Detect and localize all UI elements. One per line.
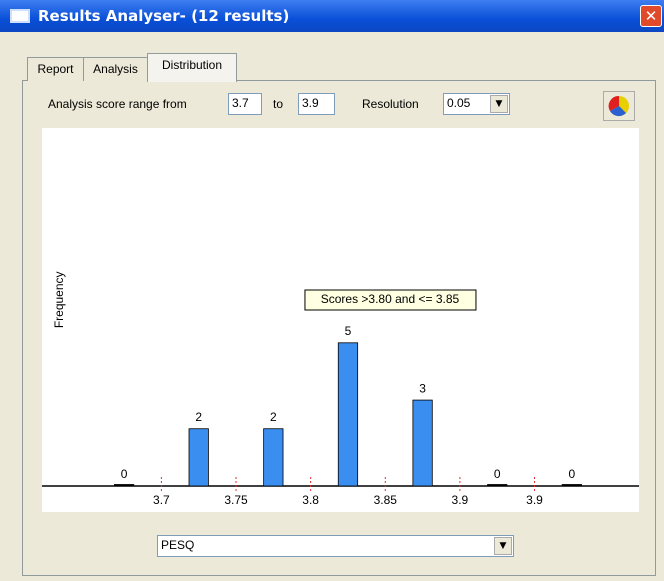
dropdown-arrow[interactable]: ▼ xyxy=(494,537,512,555)
bar xyxy=(562,485,581,487)
tooltip: Scores >3.80 and <= 3.85 xyxy=(321,292,460,306)
data-label: 3 xyxy=(419,381,426,395)
tab[interactable]: Analysis xyxy=(83,57,148,81)
chart-type-button[interactable] xyxy=(603,91,635,121)
x-tick-label: 3.9 xyxy=(526,493,543,507)
x-tick-label: 3.75 xyxy=(224,493,248,507)
range-from-input[interactable]: 3.7 xyxy=(228,93,262,115)
data-label: 2 xyxy=(195,410,202,424)
range-label: Analysis score range from xyxy=(48,93,187,115)
chart: Frequency 3.7 3.75 3.8 3.85 3.9 3.9 0 2 2 5 3 0 0 Scor… xyxy=(42,128,639,512)
data-label: 0 xyxy=(494,467,501,481)
window-icon xyxy=(10,9,30,23)
x-tick-label: 3.7 xyxy=(153,493,170,507)
dropdown-arrow[interactable]: ▼ xyxy=(490,95,508,113)
resolution-label: Resolution xyxy=(362,93,419,115)
bar xyxy=(338,343,357,486)
window: Results Analyser- (12 results) ✕ Report … xyxy=(0,0,664,581)
x-tick-label: 3.8 xyxy=(302,493,319,507)
metric-value: PESQ xyxy=(161,538,194,552)
data-label: 0 xyxy=(568,467,575,481)
bar xyxy=(488,485,507,487)
data-label: 0 xyxy=(121,467,128,481)
x-tick-label: 3.85 xyxy=(374,493,398,507)
data-label: 2 xyxy=(270,410,277,424)
x-tick-label: 3.9 xyxy=(452,493,469,507)
chart-icon xyxy=(604,92,634,120)
bar xyxy=(413,400,432,486)
data-label: 5 xyxy=(345,324,352,338)
range-to-input[interactable]: 3.9 xyxy=(298,93,335,115)
metric-select[interactable]: PESQ xyxy=(157,535,514,557)
to-label: to xyxy=(273,93,283,115)
resolution-value: 0.05 xyxy=(447,96,470,110)
tab-active[interactable]: Distribution xyxy=(147,53,237,82)
bar xyxy=(114,485,133,487)
bar xyxy=(189,429,208,486)
close-button[interactable]: ✕ xyxy=(640,5,662,27)
tab[interactable]: Report xyxy=(27,57,84,81)
window-title: Results Analyser- (12 results) xyxy=(38,7,289,25)
title-bar: Results Analyser- (12 results) xyxy=(0,0,664,32)
y-axis-label: Frequency xyxy=(52,271,66,328)
bar xyxy=(264,429,283,486)
